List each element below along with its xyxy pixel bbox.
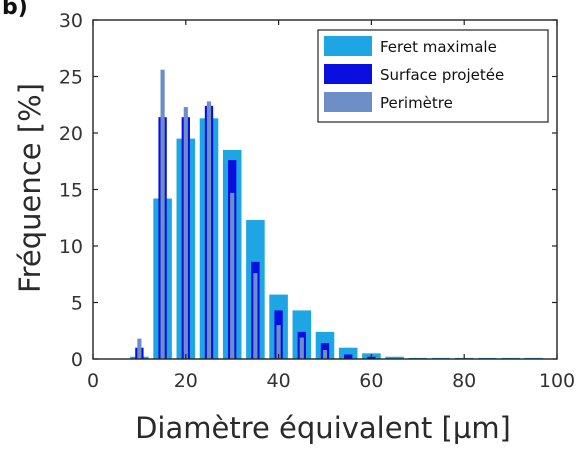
y-tick-label: 30 xyxy=(59,10,83,32)
y-tick-label: 0 xyxy=(71,349,83,371)
series-1 xyxy=(130,118,544,359)
legend: Feret maximale Surface projetée Perimètre xyxy=(317,29,549,123)
y-tick-label: 15 xyxy=(59,180,83,202)
x-axis-title: Diamètre équivalent [µm] xyxy=(135,411,511,445)
bar xyxy=(385,356,404,359)
series-3 xyxy=(137,69,328,360)
bar xyxy=(160,69,165,359)
y-tick-label: 10 xyxy=(59,236,83,258)
x-tick-label: 0 xyxy=(87,370,99,392)
legend-label: Perimètre xyxy=(380,94,453,112)
bar xyxy=(338,347,358,359)
axes-layer: 0 20 40 60 80 100 0 5 10 15 20 25 30 xyxy=(59,10,575,392)
bar xyxy=(206,101,212,360)
bar xyxy=(344,354,353,359)
bar xyxy=(322,349,328,359)
legend-swatch xyxy=(324,36,372,56)
bar xyxy=(299,337,304,359)
bar xyxy=(253,273,258,359)
legend-swatch xyxy=(324,64,372,84)
bar xyxy=(137,338,142,359)
bar xyxy=(183,107,188,359)
x-tick-label: 60 xyxy=(359,370,383,392)
x-tick-label: 100 xyxy=(539,370,575,392)
x-tick-label: 40 xyxy=(267,370,291,392)
x-tick-label: 20 xyxy=(174,370,198,392)
legend-label: Surface projetée xyxy=(380,66,504,84)
y-axis-title: Fréquence [%] xyxy=(13,83,47,293)
y-tick-label: 20 xyxy=(59,123,83,145)
x-tick-label: 80 xyxy=(452,370,476,392)
y-tick-label: 25 xyxy=(59,67,83,89)
y-tick-label: 5 xyxy=(71,293,83,315)
panel-label: b) xyxy=(2,0,28,20)
bar xyxy=(230,192,235,359)
legend-label: Feret maximale xyxy=(380,38,497,56)
bar xyxy=(276,325,281,359)
bars-layer xyxy=(130,69,544,360)
legend-swatch xyxy=(324,92,372,112)
